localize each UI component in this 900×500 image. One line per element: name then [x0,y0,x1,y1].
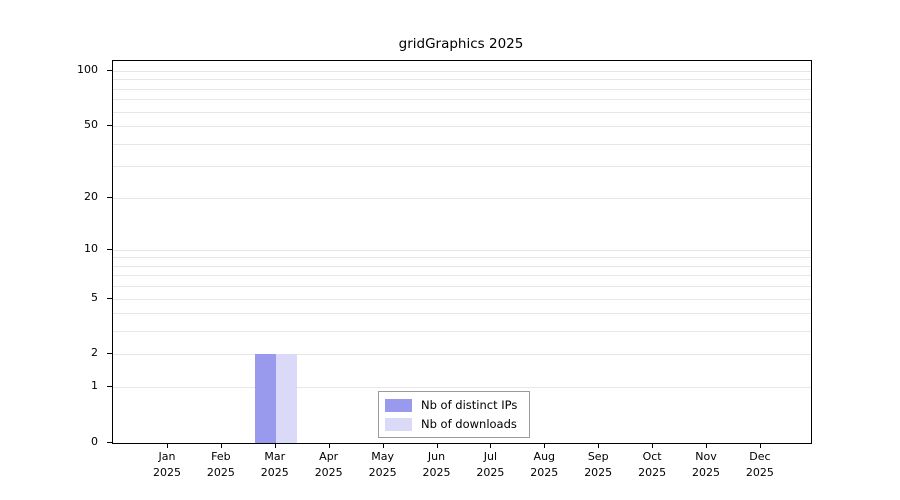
x-tick-mark [328,443,330,448]
gridline [113,286,811,288]
plot-area: Nb of distinct IPs Nb of downloads [112,60,812,444]
gridline [113,79,811,81]
x-tick-label: Aug 2025 [530,450,559,479]
x-tick-mark [652,443,654,448]
legend-row: Nb of downloads [385,417,517,431]
gridline [113,313,811,315]
y-tick-mark [107,353,112,355]
y-tick-label: 1 [91,379,98,393]
y-tick-mark [107,196,112,198]
y-tick-label: 5 [91,290,98,304]
gridline [113,88,811,90]
y-tick-mark [107,297,112,299]
gridline [113,257,811,259]
y-tick-label: 100 [77,63,98,76]
y-tick-mark [107,442,112,443]
bar-nb-of-downloads [275,354,297,443]
legend: Nb of distinct IPs Nb of downloads [378,391,531,438]
legend-swatch [385,417,412,431]
x-tick-mark [544,443,546,448]
gridline [113,166,811,168]
y-tick-label: 10 [84,241,98,255]
y-tick-label: 2 [91,346,98,360]
x-tick-label: Apr 2025 [314,450,343,479]
legend-label: Nb of distinct IPs [421,398,518,412]
x-tick-label: Oct 2025 [638,450,667,479]
x-tick-mark [167,443,168,448]
x-tick-label: Feb 2025 [206,450,235,479]
gridline [113,143,811,145]
gridline [113,71,811,72]
legend-row: Nb of distinct IPs [385,398,517,412]
chart-title: gridGraphics 2025 [398,36,524,52]
y-tick-label: 0 [91,435,98,448]
gridline [113,275,811,277]
x-tick-label: Sep 2025 [584,450,613,479]
gridline [113,298,811,300]
gridline [113,354,811,356]
y-tick-mark [107,70,112,71]
gridline [113,387,811,389]
gridline [113,331,811,333]
gridline [113,126,811,128]
x-tick-mark [436,443,438,448]
bar-nb-of-distinct-ips [254,354,276,443]
gridline [113,197,811,199]
x-tick-mark [274,443,276,448]
gridline [113,265,811,267]
gridline [113,99,811,101]
gridline [113,249,811,251]
x-tick-label: Jan 2025 [153,450,181,479]
x-tick-label: Jun 2025 [422,450,451,479]
x-tick-mark [759,443,761,448]
y-tick-label: 20 [84,189,98,203]
y-tick-mark [107,248,112,250]
x-tick-mark [598,443,600,448]
x-tick-mark [220,443,222,448]
x-tick-label: Jul 2025 [476,450,505,479]
legend-swatch [385,398,412,412]
gridline [113,111,811,113]
x-tick-label: May 2025 [368,450,397,479]
y-tick-mark [107,125,112,127]
legend-label: Nb of downloads [421,417,517,431]
y-tick-mark [107,386,112,388]
x-tick-mark [706,443,707,448]
y-tick-label: 50 [84,118,98,132]
x-tick-label: Dec 2025 [745,450,774,479]
x-tick-mark [490,443,492,448]
x-tick-label: Nov 2025 [692,450,720,479]
x-tick-mark [382,443,384,448]
x-tick-label: Mar 2025 [260,450,289,479]
